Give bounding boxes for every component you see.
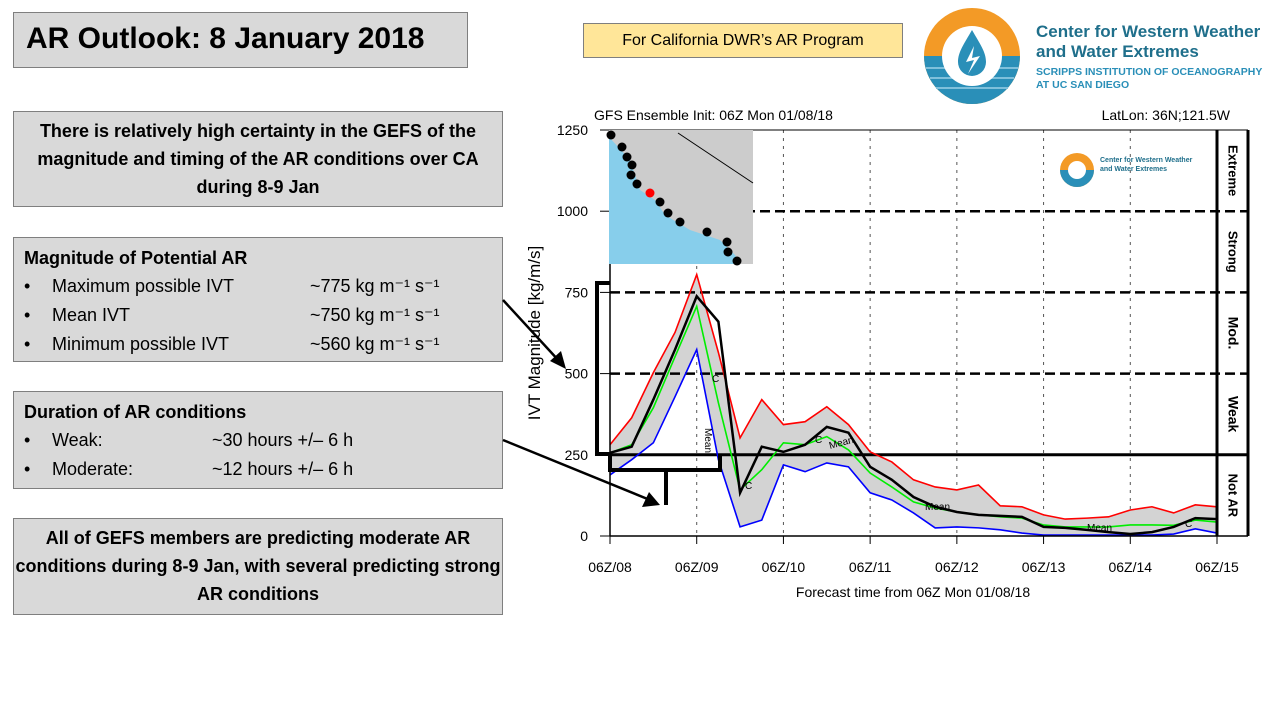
series-line-ensemble-min: [609, 346, 1218, 536]
y-tick-label: 250: [565, 447, 589, 463]
y-tick-label: 1250: [557, 122, 588, 138]
row-value: ~30 hours +/– 6 h: [212, 430, 354, 450]
row-value: ~775 kg m⁻¹ s⁻¹: [310, 276, 440, 296]
x-tick-label: 06Z/15: [1195, 559, 1239, 575]
x-tick-label: 06Z/13: [1022, 559, 1066, 575]
control-label: C: [815, 435, 822, 446]
x-tick-label: 06Z/09: [675, 559, 719, 575]
x-tick-label: 06Z/14: [1108, 559, 1152, 575]
y-tick-label: 1000: [557, 203, 588, 219]
logo-line1: Center for Western Weather: [1036, 22, 1261, 41]
x-tick-label: 06Z/08: [588, 559, 632, 575]
bullet: •: [24, 430, 31, 450]
row-value: ~12 hours +/– 6 h: [212, 459, 354, 479]
row-label: Weak:: [52, 430, 103, 450]
logo-line3: SCRIPPS INSTITUTION OF OCEANOGRAPHY: [1036, 66, 1263, 78]
series-line-control: [609, 293, 1218, 536]
control-label: C: [1185, 519, 1192, 530]
inset-map-point: [606, 130, 616, 140]
arrow-line: [502, 299, 561, 363]
arrow-line: [502, 438, 651, 502]
y-tick-label: 0: [580, 528, 588, 544]
logo-line2: and Water Extremes: [1036, 42, 1199, 61]
mean-label: Mean: [925, 502, 950, 513]
inset-map-ocean: [609, 137, 740, 264]
category-label: Weak: [1225, 396, 1241, 433]
certainty-box: There is relatively high certainty in th…: [13, 111, 503, 207]
bullet: •: [24, 459, 31, 479]
duration-row: • Weak: ~30 hours +/– 6 h: [24, 426, 492, 455]
bullet: •: [24, 305, 31, 325]
inset-map-point: [655, 197, 665, 207]
program-label: For California DWR’s AR Program: [583, 23, 903, 58]
page-title: AR Outlook: 8 January 2018: [13, 12, 468, 68]
inset-map-border: [677, 132, 754, 184]
control-label: C: [745, 481, 752, 492]
arrow-head: [550, 351, 566, 369]
inset-map-point: [702, 227, 712, 237]
plot-logo-text: and Water Extremes: [1100, 166, 1167, 173]
summary-box: All of GEFS members are predicting moder…: [13, 518, 503, 615]
magnitude-row: • Minimum possible IVT ~560 kg m⁻¹ s⁻¹: [24, 330, 492, 359]
x-tick-label: 06Z/10: [762, 559, 806, 575]
inset-map-point: [732, 256, 742, 266]
series-line-ensemble-mean: [609, 303, 1218, 528]
inset-map-point: [622, 152, 632, 162]
inset-map-point: [675, 217, 685, 227]
magnitude-heading: Magnitude of Potential AR: [24, 248, 248, 268]
mean-label: Mean: [1087, 523, 1112, 534]
magnitude-row: • Mean IVT ~750 kg m⁻¹ s⁻¹: [24, 301, 492, 330]
inset-map-point: [663, 208, 673, 218]
row-label: Maximum possible IVT: [52, 276, 235, 296]
control-label: C: [712, 374, 719, 385]
category-label: Extreme: [1226, 145, 1241, 196]
inset-map-point: [632, 179, 642, 189]
x-axis-label: Forecast time from 06Z Mon 01/08/18: [796, 584, 1030, 600]
cw3e-logo-icon: [924, 8, 1020, 104]
magnitude-box: Magnitude of Potential AR • Maximum possi…: [13, 237, 503, 362]
category-label: Not AR: [1226, 474, 1241, 518]
row-label: Mean IVT: [52, 305, 131, 325]
category-label: Mod.: [1225, 317, 1241, 350]
logo-line4: AT UC SAN DIEGO: [1036, 79, 1130, 91]
chart-location: LatLon: 36N;121.5W: [1102, 107, 1231, 123]
plot-logo-text: Center for Western Weather: [1100, 157, 1193, 164]
bullet: •: [24, 334, 31, 354]
y-tick-label: 750: [565, 284, 589, 300]
x-tick-label: 06Z/12: [935, 559, 979, 575]
row-value: ~560 kg m⁻¹ s⁻¹: [310, 334, 440, 354]
duration-box: Duration of AR conditions • Weak: ~30 hour…: [13, 391, 503, 489]
magnitude-row: • Maximum possible IVT ~775 kg m⁻¹ s⁻¹: [24, 272, 492, 301]
inset-map-point: [626, 170, 636, 180]
x-tick-label: 06Z/11: [849, 559, 892, 575]
bullet: •: [24, 276, 31, 296]
duration-heading: Duration of AR conditions: [24, 402, 247, 422]
row-label: Minimum possible IVT: [52, 334, 230, 354]
inset-map-point: [617, 142, 627, 152]
arrow-head: [642, 492, 660, 507]
category-label: Strong: [1226, 231, 1241, 273]
inset-map-point: [627, 160, 637, 170]
row-value: ~750 kg m⁻¹ s⁻¹: [310, 305, 440, 325]
mean-label: Mean: [702, 428, 713, 453]
inset-map-point: [723, 247, 733, 257]
plot-logo-icon: [1068, 161, 1086, 179]
inset-map-point: [722, 237, 732, 247]
moderate-bracket: [595, 281, 610, 456]
y-tick-label: 500: [565, 366, 589, 382]
inset-map-location-marker: [645, 188, 655, 198]
chart-title: GFS Ensemble Init: 06Z Mon 01/08/18: [594, 107, 833, 123]
series-line-ensemble-max: [609, 271, 1218, 520]
row-label: Moderate:: [52, 459, 134, 479]
duration-row: • Moderate: ~12 hours +/– 6 h: [24, 455, 492, 484]
cw3e-logo: Center for Western Weather and Water Extr…: [922, 6, 1272, 106]
